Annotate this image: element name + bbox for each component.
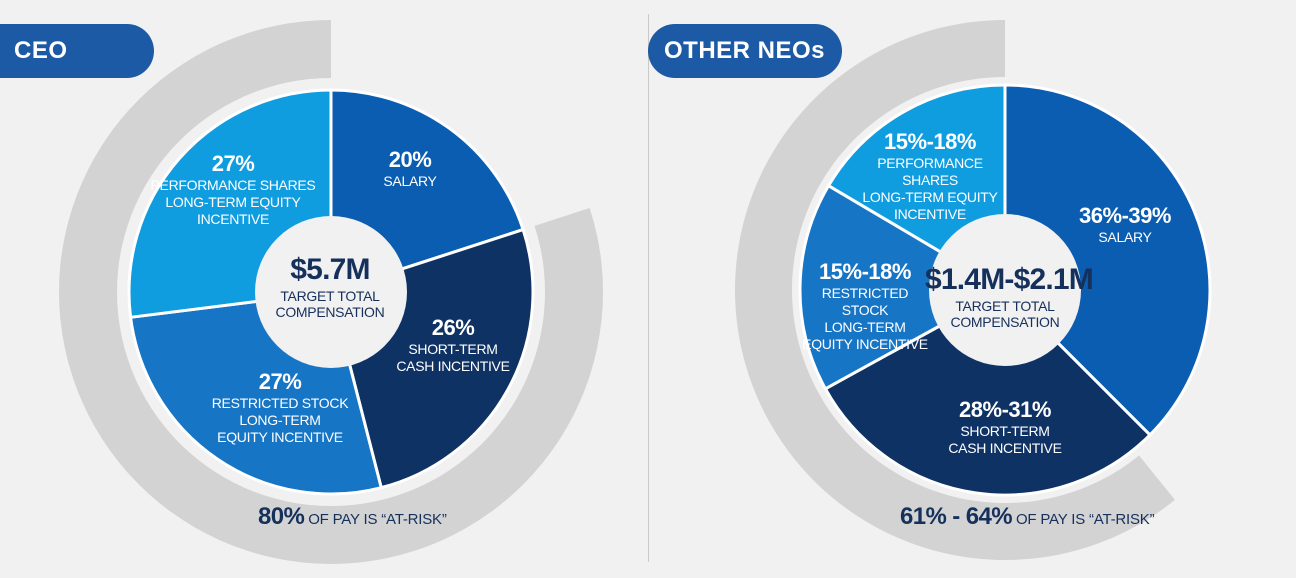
neo-slice-rsu [798, 184, 1007, 391]
ceo-psu-label: 27% PERFORMANCE SHARES LONG-TERM EQUITY … [150, 151, 316, 227]
ceo-center-label: $5.7M TARGET TOTAL COMPENSATION [275, 253, 385, 320]
ceo-at-risk-caption: 80% OF PAY IS “AT-RISK” [258, 503, 447, 530]
ceo-tag: CEO [0, 24, 154, 78]
neo-slice-sti [823, 288, 1152, 497]
other-neos-tag: OTHER NEOs [648, 24, 842, 78]
neo-center-hole [929, 214, 1081, 366]
neo-psu-label: 15%-18% PERFORMANCE SHARES LONG-TERM EQU… [862, 129, 998, 222]
neo-center-label: $1.4M-$2.1M TARGET TOTAL COMPENSATION [925, 263, 1094, 330]
neo-slice-salary [1003, 83, 1212, 437]
neo-sti-label: 28%-31% SHORT-TERM CASH INCENTIVE [948, 397, 1062, 456]
neo-salary-label: 36%-39% SALARY [1079, 203, 1171, 245]
ceo-salary-label: 20% SALARY [383, 147, 437, 189]
neo-rsu-label: 15%-18% RESTRICTED STOCK LONG-TERM EQUIT… [802, 259, 928, 352]
panel-divider [648, 14, 649, 562]
neo-at-risk-band [735, 20, 1175, 560]
ceo-sti-label: 26% SHORT-TERM CASH INCENTIVE [396, 315, 510, 374]
neo-at-risk-caption: 61% - 64% OF PAY IS “AT-RISK” [900, 503, 1155, 530]
ceo-rsu-label: 27% RESTRICTED STOCK LONG-TERM EQUITY IN… [211, 369, 349, 445]
ceo-center-hole [255, 216, 407, 368]
